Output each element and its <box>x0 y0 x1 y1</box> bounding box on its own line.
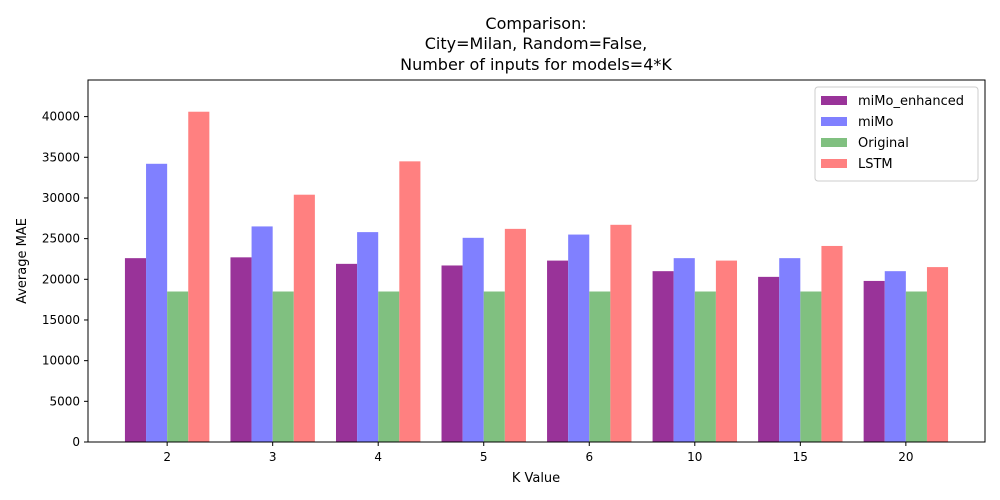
bar-mimo-k10 <box>673 258 695 442</box>
bar-lstm-k10 <box>715 260 738 442</box>
x-tick-label: 2 <box>163 450 171 464</box>
bar-original-k4 <box>378 291 400 442</box>
bar-mimo-enhanced-k6 <box>547 260 569 442</box>
legend-swatch <box>821 159 847 168</box>
x-tick-label: 10 <box>687 450 702 464</box>
bars-layer <box>124 111 949 443</box>
bar-mimo-enhanced-k3 <box>230 257 252 442</box>
y-tick-label: 25000 <box>42 232 80 246</box>
legend-label: Original <box>858 136 909 151</box>
legend-label: miMo <box>858 115 893 130</box>
bar-lstm-k6 <box>610 224 632 442</box>
bar-mimo-k6 <box>568 234 590 442</box>
x-tick-label: 4 <box>374 450 382 464</box>
bar-mimo-enhanced-k20 <box>863 280 885 442</box>
bar-mimo-k20 <box>884 271 906 442</box>
bar-mimo-enhanced-k15 <box>758 276 780 442</box>
y-axis-label: Average MAE <box>15 218 30 304</box>
bar-mimo-k5 <box>462 237 484 442</box>
legend-label: miMo_enhanced <box>858 94 964 109</box>
bar-original-k5 <box>483 291 505 442</box>
y-tick-label: 10000 <box>42 354 80 368</box>
legend-frame <box>814 86 979 182</box>
bar-original-k20 <box>905 291 927 442</box>
bar-original-k2 <box>167 291 189 442</box>
bar-lstm-k5 <box>504 228 526 442</box>
y-tick-label: 35000 <box>42 150 80 164</box>
y-tick-label: 40000 <box>42 110 80 124</box>
bar-mimo-k3 <box>251 226 273 442</box>
y-tick-label: 5000 <box>49 394 80 408</box>
y-tick-label: 0 <box>72 435 80 449</box>
bar-mimo-enhanced-k4 <box>335 263 358 442</box>
x-tick-label: 5 <box>480 450 488 464</box>
legend-label: LSTM <box>858 157 893 172</box>
x-tick-label: 6 <box>585 450 593 464</box>
bar-lstm-k2 <box>188 111 210 443</box>
legend-swatch <box>821 117 847 126</box>
x-tick-label: 20 <box>898 450 913 464</box>
bar-original-k15 <box>800 291 822 442</box>
x-axis-label: K Value <box>512 471 560 486</box>
bar-mimo-enhanced-k10 <box>652 271 674 442</box>
bar-lstm-k3 <box>293 194 315 442</box>
chart-title: Comparison: City=Milan, Random=False, Nu… <box>400 14 672 74</box>
bar-lstm-k15 <box>821 245 843 442</box>
y-tick-label: 30000 <box>42 191 80 205</box>
bar-lstm-k20 <box>926 267 949 442</box>
chart-title-line-1: Comparison: <box>485 14 586 33</box>
bar-mimo-k2 <box>146 163 168 442</box>
chart-title-line-3: Number of inputs for models=4*K <box>400 55 672 74</box>
chart-title-line-2: City=Milan, Random=False, <box>425 34 647 53</box>
y-tick-label: 15000 <box>42 313 80 327</box>
bar-original-k6 <box>589 291 611 442</box>
bar-lstm-k4 <box>399 161 421 442</box>
bar-mimo-k4 <box>357 232 379 442</box>
plot-frame <box>87 79 986 443</box>
bar-mimo-k15 <box>779 258 801 442</box>
legend-swatch <box>821 138 847 147</box>
x-tick-label: 15 <box>793 450 808 464</box>
bar-mimo-enhanced-k5 <box>441 265 463 442</box>
legend-swatch <box>821 96 847 105</box>
bar-original-k10 <box>694 291 716 442</box>
bar-mimo-enhanced-k2 <box>124 258 147 442</box>
y-tick-label: 20000 <box>42 272 80 286</box>
bar-original-k3 <box>272 291 294 442</box>
x-tick-label: 3 <box>269 450 277 464</box>
axes-layer: 0 5000 10000 15000 20000 25000 30000 35000 40000… <box>42 79 986 464</box>
legend: miMo_enhanced miMo Original LSTM <box>814 86 979 182</box>
